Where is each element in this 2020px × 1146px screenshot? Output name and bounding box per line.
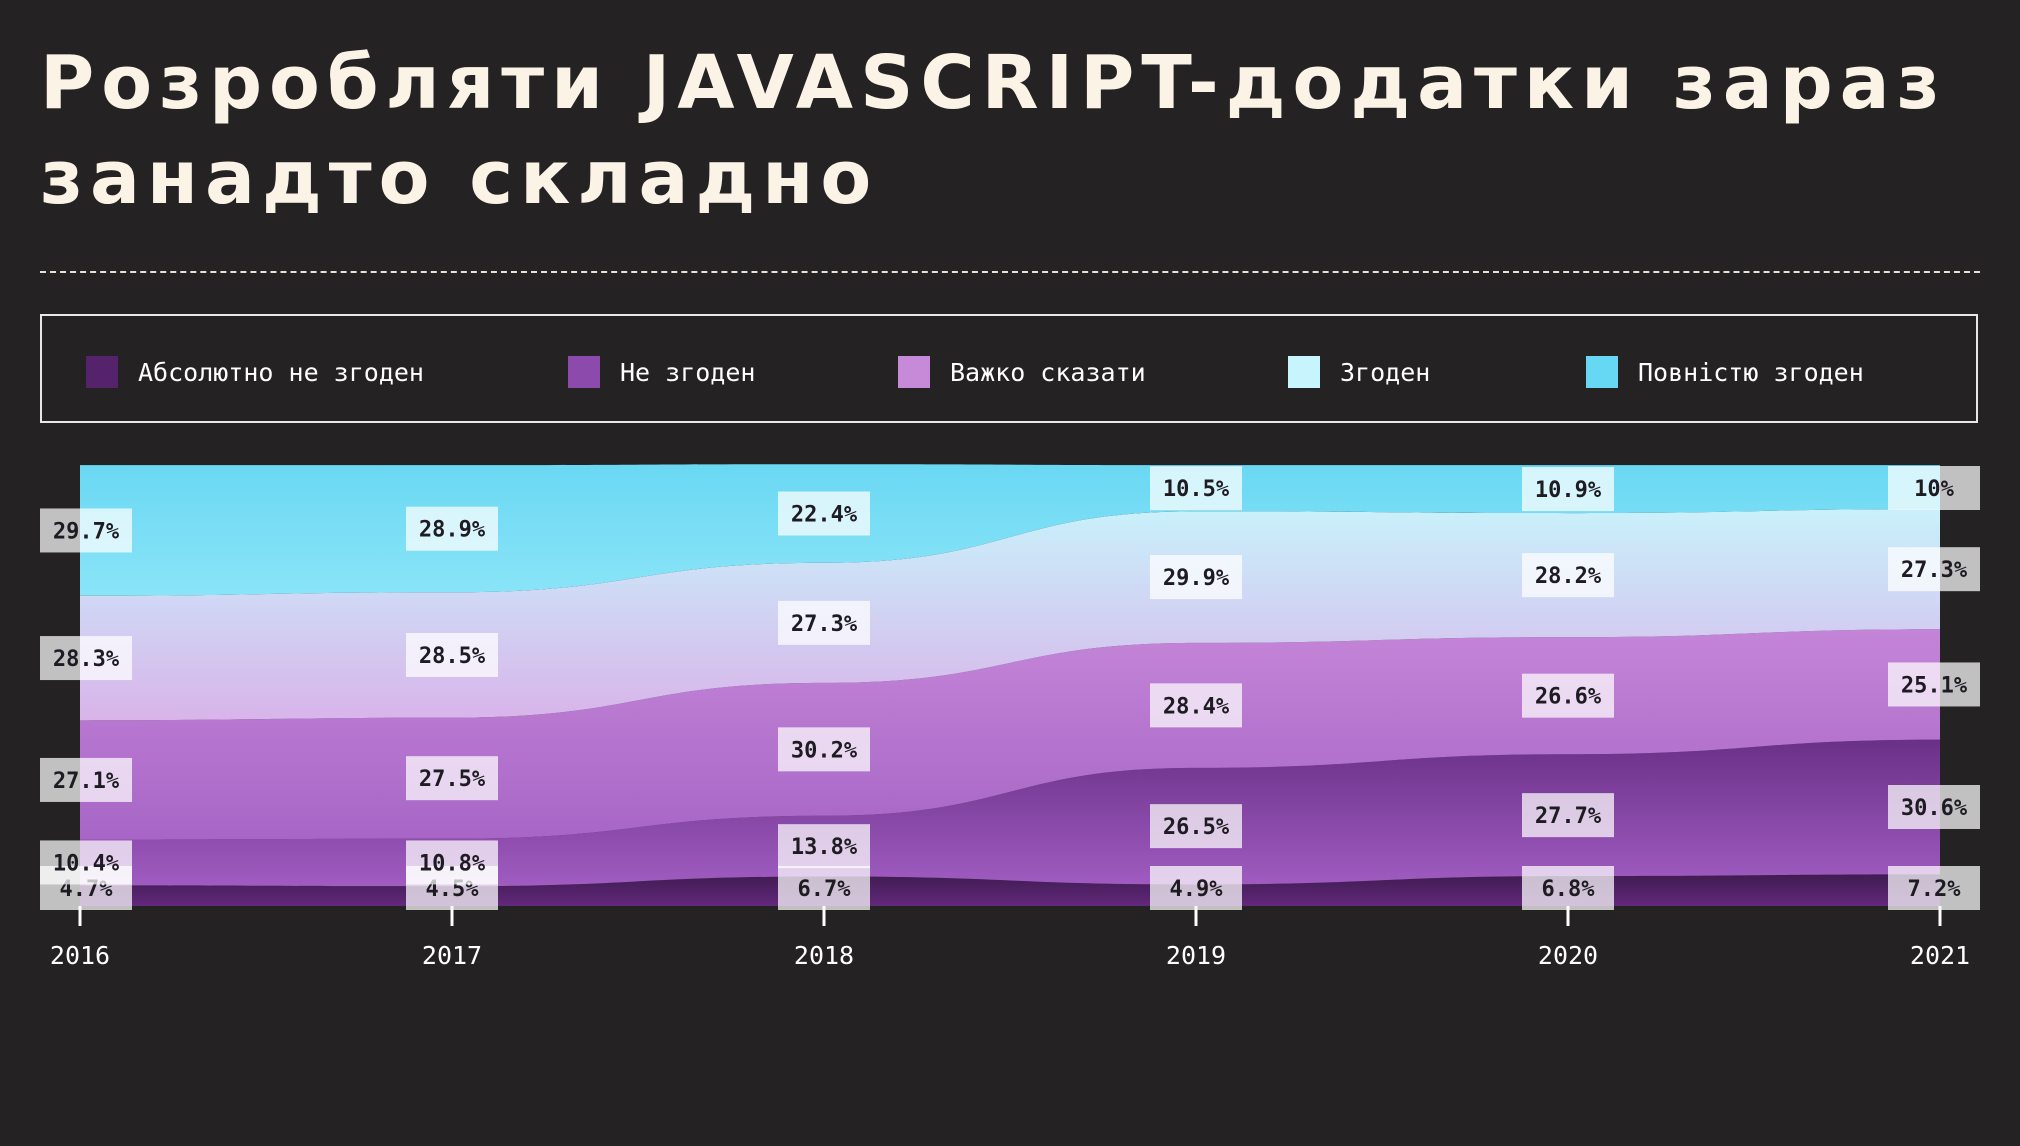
chart-title: Розробляти JAVASCRIPT-додатки зараз зана… [40,40,1947,221]
data-label: 28.3% [53,647,120,672]
data-label: 10% [1914,477,1954,502]
data-label-box [778,600,870,645]
data-label-box [1150,555,1242,600]
data-label-box [1522,553,1614,598]
data-label: 28.9% [419,518,486,543]
data-label-box [1888,866,1980,910]
data-label: 26.6% [1535,685,1602,710]
x-tick-label: 2016 [50,941,110,970]
data-label-box [406,840,498,885]
data-label-box [1150,466,1242,511]
data-label-box [40,508,132,553]
data-label: 27.1% [53,769,120,794]
data-label: 28.5% [419,644,486,669]
data-label: 26.5% [1163,815,1230,840]
data-label-box [1888,466,1980,510]
data-label-box [1888,785,1980,829]
legend-label: Важко сказати [950,357,1146,387]
legend-swatch [568,356,600,388]
data-label: 10.4% [53,851,120,876]
data-label: 30.2% [791,738,858,763]
x-tick-label: 2021 [1910,941,1970,970]
legend-label: Абсолютно не згоден [138,357,424,387]
data-label-box [1522,673,1614,718]
legend-item-agree[interactable]: Згоден [1288,356,1430,388]
data-label-box [1150,866,1242,910]
area-strongly-disagree [80,874,1940,906]
data-label-box [40,636,132,681]
title-divider [40,271,1980,273]
data-label: 29.9% [1163,566,1230,591]
data-label-box [40,840,132,885]
legend-item-neutral[interactable]: Важко сказати [898,356,1146,388]
area-layers [80,464,1940,906]
data-label: 7.2% [1908,877,1962,902]
x-axis: 2016 2017 2018 2019 2020 2021 [50,906,1970,970]
legend-swatch [86,356,118,388]
legend-swatch [898,356,930,388]
data-label-box [778,727,870,772]
x-tick-label: 2018 [794,941,854,970]
data-label: 27.7% [1535,804,1602,829]
data-label-box [406,756,498,801]
area-agree [80,509,1940,721]
data-label-box [1888,662,1980,707]
data-label: 27.5% [419,767,486,792]
data-label: 27.3% [1901,558,1968,583]
data-label-box [1150,683,1242,728]
data-label: 6.7% [798,877,852,902]
legend-item-disagree[interactable]: Не згоден [568,356,755,388]
data-label: 13.8% [791,835,858,860]
data-label-box [1150,804,1242,849]
legend-item-strongly-agree[interactable]: Повністю згоден [1586,356,1864,388]
data-label-box [1522,793,1614,838]
data-label: 10.5% [1163,477,1230,502]
x-tick-label: 2020 [1538,941,1598,970]
data-label-box [778,824,870,869]
data-label: 27.3% [791,612,858,637]
area-neutral [80,629,1940,840]
data-label-box [1888,547,1980,592]
data-label: 30.6% [1901,796,1968,821]
data-label-box [40,757,132,802]
legend-item-strongly-disagree[interactable]: Абсолютно не згоден [86,356,424,388]
data-label: 10.9% [1535,478,1602,503]
data-label-box [406,506,498,551]
x-tick-label: 2017 [422,941,482,970]
data-label: 29.7% [53,519,120,544]
legend-label: Згоден [1340,357,1431,387]
legend-label: Не згоден [620,357,756,387]
legend-swatch [1586,356,1618,388]
area-strongly-agree [80,464,1940,596]
legend-swatch [1288,356,1320,388]
data-label: 22.4% [791,503,858,528]
data-label: 25.1% [1901,673,1968,698]
x-tick-label: 2019 [1166,941,1226,970]
data-label: 6.8% [1542,877,1596,902]
data-label: 28.4% [1163,694,1230,719]
data-label-box [778,866,870,910]
area-disagree [80,739,1940,887]
legend-label: Повністю згоден [1638,357,1864,387]
data-label-box [406,632,498,677]
data-label: 28.2% [1535,564,1602,589]
legend: Абсолютно не згоден Не згоден Важко сказ… [40,314,1978,423]
data-label-box [1522,866,1614,910]
data-label-box [778,491,870,536]
data-label: 4.9% [1170,877,1224,902]
data-labels: 4.7% 4.5% 6.7% 4.9% 6.8% 7.2%10.4% 10.8%13.8%2… [40,466,1980,910]
data-label-box [1522,467,1614,512]
data-label: 10.8% [419,851,486,876]
